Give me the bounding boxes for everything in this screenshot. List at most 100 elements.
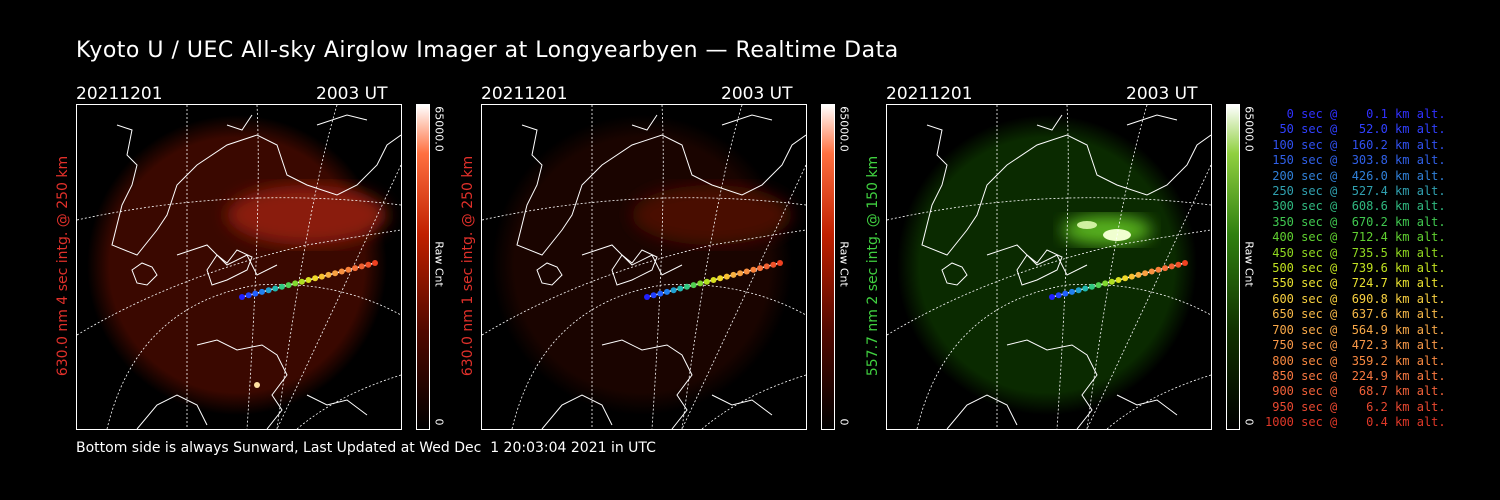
legend-entry: 850 sec @ 224.9 km alt. [1265,368,1446,383]
panel-wavelength-label: 557.7 nm 2 sec intg. @ 150 km [865,155,881,377]
trajectory-point [737,270,744,277]
legend-entry: 150 sec @ 303.8 km alt. [1265,153,1446,168]
legend-entry: 300 sec @ 608.6 km alt. [1265,199,1446,214]
geo-grid-line [246,105,259,429]
trajectory-point [1155,266,1162,273]
aurora-glow [632,185,792,245]
geo-grid-line [1106,374,1211,429]
trajectory-point [312,275,319,282]
legend-entry: 50 sec @ 52.0 km alt. [1265,122,1446,137]
panel-date: 20211201 [481,84,568,104]
trajectory-point [338,268,345,275]
colorbar-min-label: 0 [432,418,446,426]
trajectory-point [1075,287,1082,294]
page-title: Kyoto U / UEC All-sky Airglow Imager at … [76,38,899,63]
legend-entry: 350 sec @ 670.2 km alt. [1265,214,1446,229]
trajectory-point [750,266,757,273]
bright-star [254,382,260,388]
trajectory-point [325,271,332,278]
trajectory-point [770,261,777,268]
trajectory-point [1142,270,1149,277]
colorbar [416,104,430,430]
footer-note: Bottom side is always Sunward, Last Upda… [76,440,656,456]
colorbar-min-label: 0 [1242,418,1256,426]
trajectory-point [272,285,279,292]
legend-entry: 1000 sec @ 0.4 km alt. [1265,415,1446,430]
geo-grid-line [1056,105,1069,429]
colorbar-unit-label: Raw Cnt [432,241,446,287]
coastline [1016,249,1063,286]
trajectory-point [717,275,724,282]
geo-grid-line [681,164,806,429]
colorbar-max-label: 65000.0 [837,106,851,152]
trajectory-point [1135,271,1142,278]
legend-entry: 700 sec @ 564.9 km alt. [1265,322,1446,337]
trajectory-point [650,292,657,299]
legend-entry: 100 sec @ 160.2 km alt. [1265,137,1446,152]
trajectory-legend: 0 sec @ 0.1 km alt. 50 sec @ 52.0 km alt… [1265,107,1446,431]
panel-wavelength-label: 630.0 nm 4 sec intg. @ 250 km [55,155,71,377]
coastline [136,339,368,429]
colorbar-min-label: 0 [837,418,851,426]
trajectory-point [683,283,690,290]
trajectory-point [1068,288,1075,295]
trajectory-point [1108,278,1115,285]
legend-entry: 200 sec @ 426.0 km alt. [1265,168,1446,183]
legend-entry: 950 sec @ 6.2 km alt. [1265,399,1446,414]
colorbar-max-label: 65000.0 [1242,106,1256,152]
geo-grid-line [106,284,401,429]
trajectory-point [278,283,285,290]
legend-entry: 450 sec @ 735.5 km alt. [1265,245,1446,260]
airglow-disc [897,115,1197,415]
trajectory-point [372,260,378,266]
geo-grid-line [916,284,1211,429]
trajectory-point [657,290,664,297]
geo-grid-line [651,105,664,429]
coastline [536,262,563,286]
colorbar-max-label: 65000.0 [432,106,446,152]
trajectory-point [318,273,325,280]
allsky-image [481,104,807,430]
imager-panel-2: 20211201 2003 UT 630.0 nm 1 sec intg. @ … [460,84,891,434]
geo-grid-line [296,374,401,429]
trajectory-point [1095,282,1102,289]
trajectory-point [730,271,737,278]
trajectory-point [285,282,292,289]
panel-time: 2003 UT [316,84,388,104]
trajectory-point [1049,294,1055,300]
imager-panel-1: 20211201 2003 UT 630.0 nm 4 sec intg. @ … [55,84,486,434]
geo-grid-line [276,105,338,429]
coastline [176,114,368,276]
trajectory-point [258,288,265,295]
coastline [581,114,773,276]
geo-grid-line [681,105,743,429]
allsky-image [886,104,1212,430]
trajectory-point [1122,275,1129,282]
coastline [946,339,1178,429]
trajectory-point [697,280,704,287]
aurora-glow [227,185,387,245]
trajectory-point [1162,265,1169,272]
trajectory-point [332,270,339,277]
legend-entry: 600 sec @ 690.8 km alt. [1265,291,1446,306]
allsky-image [76,104,402,430]
colorbar [821,104,835,430]
coastline [131,262,158,286]
geo-grid-line [701,374,806,429]
trajectory-point [292,280,299,287]
aurora-bright-spot [1077,221,1097,229]
colorbar [1226,104,1240,430]
trajectory-point [677,285,684,292]
geo-grid-line [276,164,401,429]
panel-date: 20211201 [886,84,973,104]
trajectory-point [743,268,750,275]
legend-entry: 900 sec @ 68.7 km alt. [1265,384,1446,399]
panel-date: 20211201 [76,84,163,104]
trajectory-point [1062,290,1069,297]
trajectory-point [298,278,305,285]
trajectory-point [723,273,730,280]
panel-time: 2003 UT [1126,84,1198,104]
trajectory-point [1082,285,1089,292]
legend-entry: 400 sec @ 712.4 km alt. [1265,230,1446,245]
legend-entry: 250 sec @ 527.4 km alt. [1265,184,1446,199]
